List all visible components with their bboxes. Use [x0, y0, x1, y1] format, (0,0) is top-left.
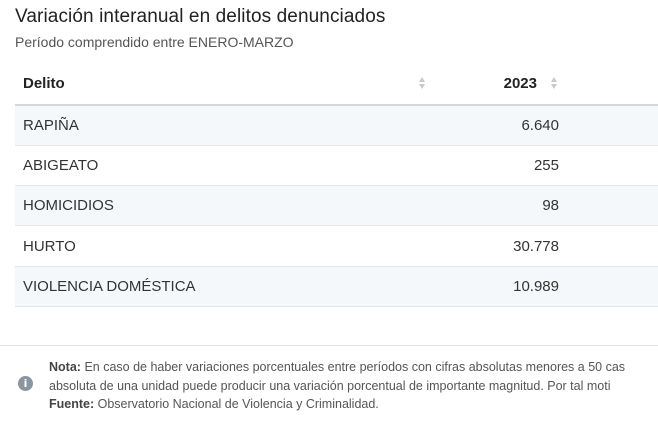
table-row: RAPIÑA 6.640 — [15, 105, 658, 146]
fuente-text: Observatorio Nacional de Violencia y Cri… — [97, 397, 379, 411]
sort-icon[interactable] — [417, 76, 427, 90]
nota-text-1: En caso de haber variaciones porcentuale… — [84, 360, 626, 374]
cell-2024: 1 — [559, 266, 658, 307]
crime-table-container[interactable]: Delito 2023 RAPIÑA 6.640 ABIGEATO 255 HOMICI… — [15, 62, 658, 308]
table-row: HOMICIDIOS 98 — [15, 185, 658, 227]
note-area — [0, 346, 658, 425]
crime-table: Delito 2023 RAPIÑA 6.640 ABIGEATO 255 HOMICI… — [15, 62, 658, 307]
nota-text-2: absoluta de una unidad puede producir un… — [49, 378, 611, 393]
cell-2023: 255 — [429, 145, 559, 187]
divider — [0, 345, 658, 346]
table-body: RAPIÑA 6.640 ABIGEATO 255 HOMICIDIOS 98 HURTO 3… — [15, 105, 658, 307]
cell-2024: 2 — [559, 225, 658, 267]
fuente-label: Fuente: — [49, 397, 95, 411]
chart-title: Variación interanual en delitos denuncia… — [15, 6, 386, 27]
column-header-delito[interactable]: Delito — [15, 62, 429, 106]
cell-2023: 30.778 — [429, 225, 559, 267]
column-header-2023[interactable]: 2023 — [429, 62, 559, 106]
cell-2023: 10.989 — [429, 266, 559, 307]
column-header-2024[interactable] — [559, 62, 658, 106]
footnote: Nota: En caso de haber variaciones porce… — [49, 358, 658, 414]
cell-2023: 6.640 — [429, 105, 559, 146]
cell-2023: 98 — [429, 185, 559, 227]
cell-delito: VIOLENCIA DOMÉSTICA — [15, 266, 429, 307]
cell-2024 — [559, 145, 658, 187]
footnote-line-2: absoluta de una unidad puede producir un… — [49, 377, 658, 396]
column-header-2023-label: 2023 — [503, 74, 537, 92]
info-icon: i — [18, 376, 33, 391]
cell-delito: HOMICIDIOS — [15, 185, 429, 227]
sort-icon[interactable] — [549, 76, 559, 90]
cell-delito: ABIGEATO — [15, 145, 429, 187]
nota-label: Nota: — [49, 360, 81, 374]
table-row: ABIGEATO 255 — [15, 145, 658, 187]
footnote-line-1: Nota: En caso de haber variaciones porce… — [49, 358, 658, 377]
chart-subtitle: Período comprendido entre ENERO-MARZO — [15, 34, 294, 50]
cell-delito: HURTO — [15, 225, 429, 267]
footnote-line-3: Fuente: Observatorio Nacional de Violenc… — [49, 395, 658, 414]
cell-delito: RAPIÑA — [15, 105, 429, 146]
cell-2024 — [559, 105, 658, 146]
cell-2024 — [559, 185, 658, 227]
table-header-row: Delito 2023 — [15, 62, 658, 106]
column-header-delito-label: Delito — [23, 74, 65, 92]
